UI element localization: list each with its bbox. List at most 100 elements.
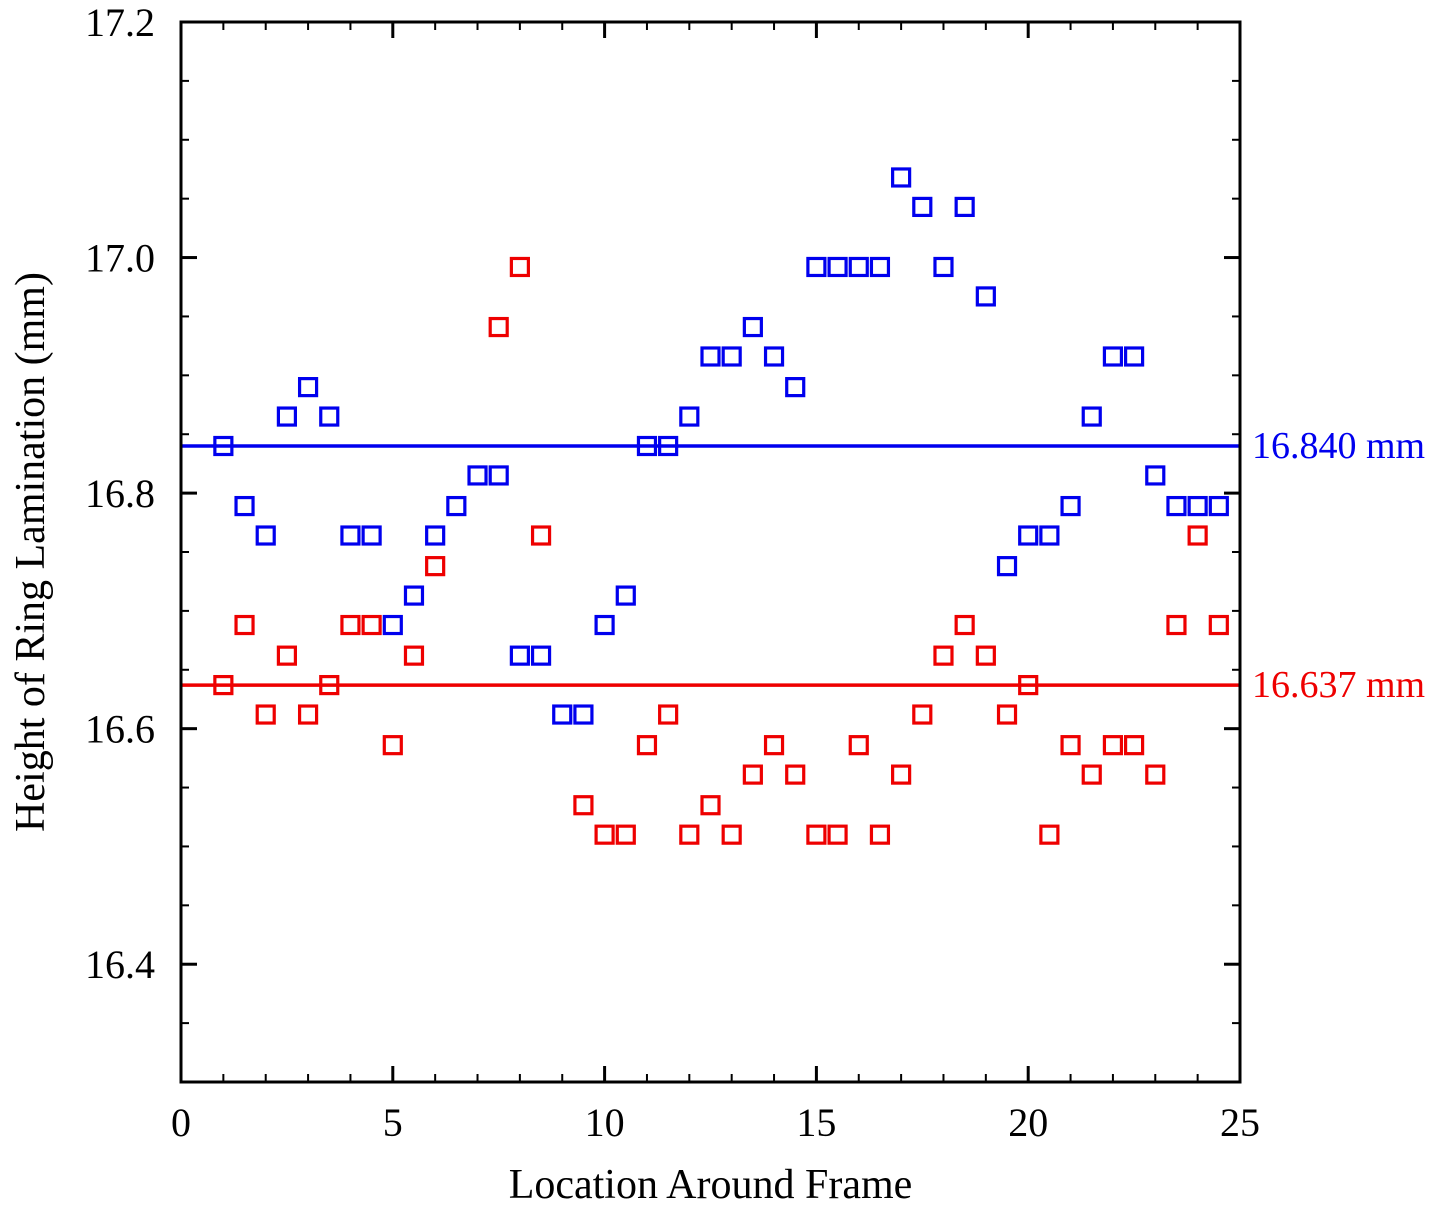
- x-tick-label: 0: [171, 1100, 191, 1145]
- data-point-series-2: [827, 824, 848, 845]
- data-point-series-1: [785, 377, 806, 398]
- reference-line-label: 16.637 mm: [1252, 664, 1425, 706]
- x-tick-label: 15: [796, 1100, 836, 1145]
- data-points: [213, 167, 1229, 845]
- data-point-series-1: [213, 435, 234, 457]
- data-point-series-2: [848, 735, 869, 756]
- reference-line-label: 16.840 mm: [1252, 425, 1425, 467]
- data-point-series-2: [1123, 735, 1145, 756]
- y-axis-label: Height of Ring Lamination (mm): [8, 272, 54, 832]
- data-point-series-2: [1208, 614, 1229, 636]
- data-point-series-1: [1123, 346, 1145, 367]
- data-point-series-1: [1081, 406, 1102, 427]
- data-point-series-1: [848, 256, 869, 278]
- data-point-series-2: [742, 764, 763, 785]
- data-point-series-2: [785, 764, 806, 785]
- data-point-series-2: [636, 735, 658, 756]
- data-point-series-2: [1166, 614, 1187, 636]
- data-point-series-2: [530, 525, 552, 546]
- axis-ticks: [179, 20, 1242, 1083]
- data-point-series-2: [806, 824, 827, 845]
- data-point-series-1: [382, 614, 403, 636]
- data-point-series-2: [340, 614, 361, 636]
- tick-labels: 0 5 10 15 20 25 16.4 16.6 16.8 17.0 17.2: [85, 0, 1260, 1145]
- plot-frame: [179, 20, 1242, 1084]
- data-point-series-1: [721, 346, 742, 367]
- data-point-series-1: [1102, 346, 1124, 367]
- data-point-series-1: [573, 704, 594, 725]
- data-point-series-1: [806, 256, 827, 278]
- data-point-series-2: [975, 645, 996, 666]
- data-point-series-1: [509, 645, 530, 666]
- x-tick-label: 10: [585, 1100, 625, 1145]
- data-point-series-1: [594, 614, 615, 636]
- data-point-series-2: [996, 704, 1018, 725]
- data-point-series-2: [1060, 735, 1081, 756]
- data-point-series-1: [1039, 525, 1060, 546]
- data-point-series-2: [382, 735, 403, 756]
- data-point-series-2: [1145, 764, 1166, 785]
- y-tick-label: 16.4: [85, 942, 155, 987]
- data-point-series-1: [827, 256, 848, 278]
- reference-line-labels: 16.840 mm 16.637 mm: [1252, 425, 1425, 706]
- y-tick-label: 16.8: [85, 471, 155, 516]
- data-point-series-1: [1018, 525, 1039, 546]
- data-point-series-1: [742, 316, 763, 338]
- data-point-series-2: [1081, 764, 1102, 785]
- data-point-series-2: [869, 824, 891, 845]
- data-point-series-1: [276, 406, 297, 427]
- data-point-series-2: [1018, 674, 1039, 696]
- data-point-series-1: [1060, 495, 1081, 517]
- data-point-series-1: [658, 435, 679, 457]
- data-point-series-2: [891, 764, 912, 785]
- data-point-series-2: [763, 735, 785, 756]
- data-point-series-1: [891, 167, 912, 188]
- data-point-series-1: [361, 525, 382, 546]
- data-point-series-1: [975, 286, 996, 307]
- data-point-series-2: [488, 316, 509, 338]
- data-point-series-2: [700, 795, 721, 816]
- data-point-series-2: [319, 674, 340, 696]
- data-point-series-2: [297, 704, 319, 725]
- x-axis-label: Location Around Frame: [509, 1162, 913, 1207]
- data-point-series-1: [1208, 495, 1229, 517]
- data-point-series-2: [213, 674, 234, 696]
- data-point-series-2: [276, 645, 297, 666]
- data-point-series-1: [615, 585, 636, 606]
- y-tick-label: 17.0: [85, 236, 155, 281]
- data-point-series-2: [912, 704, 933, 725]
- y-tick-label: 16.6: [85, 707, 155, 752]
- data-point-series-1: [530, 645, 552, 666]
- data-point-series-2: [615, 824, 636, 845]
- data-point-series-2: [1039, 824, 1060, 845]
- reference-lines: [181, 444, 1240, 687]
- x-tick-label: 20: [1008, 1100, 1048, 1145]
- data-point-series-1: [1145, 465, 1166, 486]
- data-point-series-1: [1187, 495, 1208, 517]
- data-point-series-1: [234, 495, 255, 517]
- x-tick-label: 5: [383, 1100, 403, 1145]
- data-point-series-1: [340, 525, 361, 546]
- data-point-series-1: [700, 346, 721, 367]
- data-point-series-2: [255, 704, 276, 725]
- data-point-series-1: [255, 525, 276, 546]
- data-point-series-2: [658, 704, 679, 725]
- data-point-series-2: [425, 556, 446, 577]
- data-point-series-1: [636, 435, 658, 457]
- data-point-series-2: [933, 645, 954, 666]
- data-point-series-1: [763, 346, 785, 367]
- data-point-series-2: [1187, 525, 1208, 546]
- data-point-series-1: [467, 465, 488, 486]
- data-point-series-2: [594, 824, 615, 845]
- data-point-series-2: [679, 824, 700, 845]
- data-point-series-1: [869, 256, 891, 278]
- data-point-series-2: [509, 256, 530, 278]
- data-point-series-2: [1102, 735, 1124, 756]
- data-point-series-2: [573, 795, 594, 816]
- data-point-series-2: [234, 614, 255, 636]
- data-point-series-2: [954, 614, 975, 636]
- data-point-series-1: [403, 585, 425, 606]
- data-point-series-1: [297, 377, 319, 398]
- data-point-series-2: [403, 645, 425, 666]
